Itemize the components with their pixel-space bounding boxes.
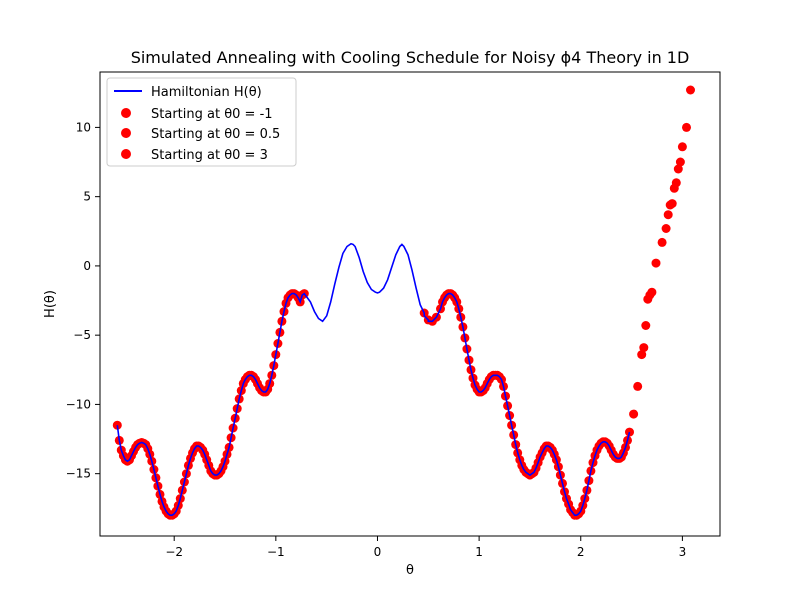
hamiltonian-line [116, 242, 631, 516]
x-tick-label: 2 [577, 545, 585, 559]
scatter-point [639, 343, 649, 353]
x-tick-label: 0 [374, 545, 382, 559]
y-tick-label: −15 [66, 467, 91, 481]
y-tick-label: −5 [73, 328, 91, 342]
x-tick-label: −2 [165, 545, 183, 559]
y-tick-label: 5 [83, 190, 91, 204]
x-axis-ticks: −2 −1 0 1 2 3 [165, 536, 686, 559]
legend: Hamiltonian H(θ) Starting at θ0 = -1 Sta… [106, 77, 297, 167]
legend-line-label: Hamiltonian H(θ) [151, 85, 262, 100]
scatter-point [673, 164, 683, 174]
scatter-point [629, 409, 639, 419]
y-tick-label: −10 [66, 397, 91, 411]
scatter-point [677, 142, 687, 152]
scatter-point [663, 210, 673, 220]
legend-scatter-swatch-1 [121, 108, 131, 118]
x-axis-label: θ [406, 563, 414, 578]
x-tick-label: 3 [679, 545, 687, 559]
legend-box [106, 77, 297, 167]
y-axis-label: H(θ) [43, 290, 58, 318]
scatter-point [633, 381, 643, 391]
scatter-point [641, 321, 651, 330]
scatter-point [661, 224, 671, 233]
scatter-point [682, 122, 691, 132]
scatter-point [667, 199, 677, 209]
plot-area [99, 71, 721, 537]
legend-scatter-label-1: Starting at θ0 = -1 [151, 107, 273, 122]
legend-scatter-label-3: Starting at θ0 = 3 [151, 148, 268, 163]
hamiltonian-line-layer [116, 242, 631, 516]
legend-scatter-swatch-3 [121, 149, 131, 159]
chart-title: Simulated Annealing with Cooling Schedul… [131, 48, 690, 67]
scatter-point [651, 258, 661, 268]
y-axis-ticks: −15 −10 −5 0 5 10 [66, 120, 100, 481]
scatter-point [657, 237, 667, 247]
x-tick-label: −1 [267, 545, 285, 559]
y-tick-label: 10 [76, 120, 91, 134]
axes-frame [99, 71, 721, 537]
scatter-point [671, 178, 681, 188]
scatter-point [647, 287, 657, 297]
legend-scatter-label-2: Starting at θ0 = 0.5 [151, 127, 280, 142]
x-tick-label: 1 [475, 545, 483, 559]
y-tick-label: 0 [83, 259, 91, 273]
scatter-point [637, 350, 647, 360]
scatter-point [675, 157, 685, 167]
scatter-point [686, 85, 695, 95]
legend-scatter-swatch-2 [121, 128, 131, 138]
